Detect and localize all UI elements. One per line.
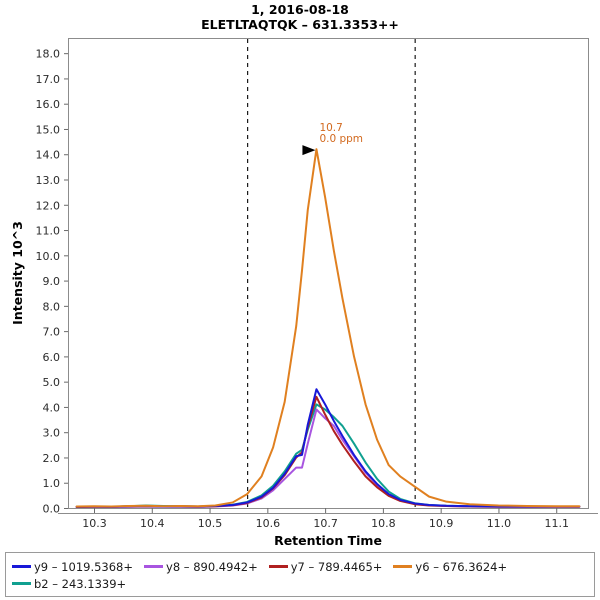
legend-item[interactable]: y7 – 789.4465+ <box>268 559 383 574</box>
x-axis-tick-label: 11.0 <box>487 517 512 530</box>
y-axis-tick-label: 10.0 <box>36 250 61 263</box>
x-axis-title: Retention Time <box>274 533 382 548</box>
legend-item-label: y9 – 1019.5368+ <box>34 559 134 574</box>
y-axis-tick-label: 3.0 <box>43 427 61 440</box>
legend-row-1: y9 – 1019.5368+ y8 – 890.4942+ y7 – 789.44… <box>12 558 588 575</box>
chart-title: 1, 2016-08-18 ELETLTAQTQK – 631.3353++ <box>0 2 600 32</box>
y-axis-tick-label: 11.0 <box>36 225 61 238</box>
plot-background <box>68 38 588 508</box>
legend-item-label: y7 – 789.4465+ <box>290 559 383 574</box>
y-axis-tick-label: 2.0 <box>43 452 61 465</box>
trace-y6[interactable] <box>75 148 581 508</box>
legend-row-2: b2 – 243.1339+ <box>12 575 588 592</box>
legend-color-swatch <box>144 565 164 568</box>
legend-color-swatch <box>12 582 31 585</box>
y-axis-tick-label: 15.0 <box>36 123 61 136</box>
legend-item-label: y8 – 890.4942+ <box>166 559 258 574</box>
x-axis-tick-label: 10.8 <box>371 517 396 530</box>
y-axis-tick-label: 18.0 <box>36 48 61 61</box>
x-axis-tick-label: 11.1 <box>544 517 569 530</box>
legend-item-label: y6 – 676.3624+ <box>415 559 508 574</box>
y-axis-title: Intensity 10^3 <box>10 221 25 325</box>
chart-legend: y9 – 1019.5368+ y8 – 890.4942+ y7 – 789.44… <box>5 552 595 597</box>
x-axis-tick-label: 10.3 <box>82 517 107 530</box>
y-axis-tick-label: 0.0 <box>43 503 61 516</box>
plot-frame <box>68 38 589 509</box>
legend-item[interactable]: y6 – 676.3624+ <box>393 560 507 574</box>
title-line-peptide: ELETLTAQTQK – 631.3353++ <box>201 17 399 32</box>
y-axis-tick-label: 14.0 <box>36 149 61 162</box>
y-axis-tick-label: 6.0 <box>43 351 61 364</box>
x-axis-tick-label: 10.9 <box>429 517 454 530</box>
y-axis-tick-label: 8.0 <box>43 300 61 313</box>
legend-color-swatch <box>268 565 288 568</box>
y-axis-tick-label: 5.0 <box>43 376 61 389</box>
title-line-run: 1, 2016-08-18 <box>251 2 349 17</box>
legend-item[interactable]: b2 – 243.1339+ <box>12 577 126 591</box>
x-axis-tick-label: 10.5 <box>198 517 223 530</box>
annotation-retention-time: 10.7 <box>319 122 342 134</box>
x-axis-tick-label: 10.4 <box>140 517 165 530</box>
y-axis-tick-label: 7.0 <box>43 326 61 339</box>
legend-item-label: b2 – 243.1339+ <box>34 576 127 591</box>
chromatogram-svg[interactable]: 0.0 1.0 2.0 3.0 4.0 5.0 6.0 7.0 8.0 9.0 10.0 11.0 12… <box>0 0 600 552</box>
y-axis-tick-label: 12.0 <box>36 199 61 212</box>
legend-color-swatch <box>12 565 31 568</box>
annotation-mass-error: 0.0 ppm <box>319 133 363 145</box>
y-axis-tick-label: 1.0 <box>43 477 61 490</box>
y-axis-tick-label: 9.0 <box>43 275 61 288</box>
y-axis-tick-label: 13.0 <box>36 174 61 187</box>
chart-plot-area[interactable]: 0.0 1.0 2.0 3.0 4.0 5.0 6.0 7.0 8.0 9.0 10.0 11.0 12… <box>0 0 600 552</box>
legend-item[interactable]: y8 – 890.4942+ <box>144 560 258 574</box>
legend-item[interactable]: y9 – 1019.5368+ <box>12 560 133 574</box>
x-axis-tick-label: 10.7 <box>313 517 338 530</box>
legend-color-swatch <box>393 565 413 568</box>
y-axis-tick-label: 17.0 <box>36 73 61 86</box>
y-axis-tick-label: 16.0 <box>36 98 61 111</box>
y-axis-tick-label: 4.0 <box>43 401 61 414</box>
peak-apex-marker-icon[interactable] <box>302 145 316 156</box>
x-axis-tick-label: 10.6 <box>256 517 281 530</box>
